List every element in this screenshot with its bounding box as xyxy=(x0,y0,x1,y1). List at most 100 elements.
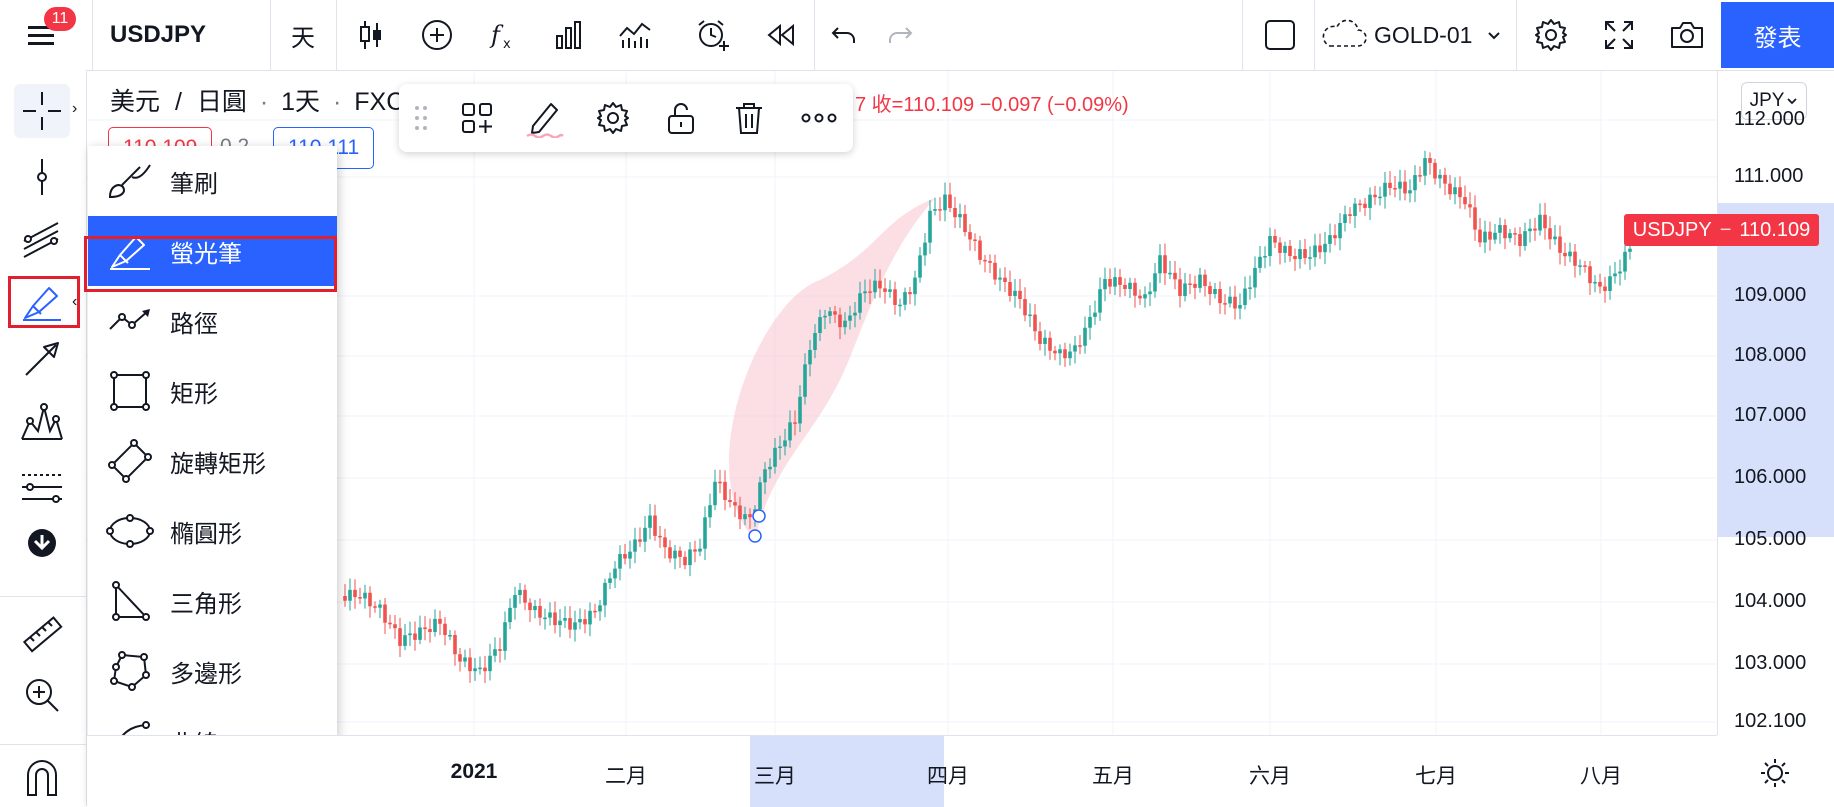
symbol-search-button[interactable]: USDJPY xyxy=(110,21,207,48)
layout-select-button[interactable] xyxy=(1250,0,1310,70)
chart-type-button[interactable] xyxy=(338,0,404,70)
cloud-icon xyxy=(1322,19,1367,47)
candle-body xyxy=(1018,290,1022,300)
menu-item-path[interactable]: 路徑 xyxy=(88,286,337,356)
menu-button[interactable] xyxy=(10,0,72,70)
chart-pane[interactable] xyxy=(87,71,1717,735)
fib-tool[interactable] xyxy=(14,212,70,266)
candle-body xyxy=(1283,245,1287,253)
quote-currency: 日圓 xyxy=(196,88,247,116)
candle-body xyxy=(1043,337,1047,344)
color-button[interactable] xyxy=(515,88,575,148)
candle-body xyxy=(978,240,982,260)
arrow-tool[interactable] xyxy=(14,332,70,386)
crosshair-icon xyxy=(23,92,61,130)
publish-button[interactable]: 發表 xyxy=(1721,2,1834,68)
candle-body xyxy=(588,610,592,625)
candle-body xyxy=(1328,235,1332,244)
menu-item-polygon[interactable]: 多邊形 xyxy=(88,636,337,706)
forecast-tool[interactable] xyxy=(14,458,70,512)
indicators-button[interactable]: f x xyxy=(470,0,536,70)
layout-name-button[interactable]: GOLD-01 xyxy=(1320,0,1510,70)
magnet-tool[interactable] xyxy=(14,750,70,804)
candle-body xyxy=(698,548,702,552)
menu-item-rotated-rectangle[interactable]: 旋轉矩形 xyxy=(88,426,337,496)
drag-handle[interactable] xyxy=(399,88,443,148)
time-axis[interactable] xyxy=(87,735,1717,807)
zoom-in-icon xyxy=(26,679,59,712)
currency-button[interactable]: JPY xyxy=(1741,82,1807,120)
candle-body xyxy=(733,502,737,506)
chart-settings-button[interactable] xyxy=(1760,758,1790,793)
candle-body xyxy=(513,595,517,608)
candle-body xyxy=(1418,175,1422,177)
menu-item-ellipse[interactable]: 橢圓形 xyxy=(88,496,337,566)
settings-button[interactable] xyxy=(1518,0,1584,70)
candle-body xyxy=(1148,291,1152,295)
line-tool[interactable] xyxy=(14,150,70,204)
candle-body xyxy=(998,277,1002,280)
candle-body xyxy=(1168,272,1172,275)
candle-body xyxy=(1138,295,1142,299)
candle-body xyxy=(903,292,907,305)
candle-body xyxy=(1073,345,1077,352)
undo-button[interactable] xyxy=(816,0,872,70)
candle-body xyxy=(1208,286,1212,295)
candle-body xyxy=(1618,271,1622,274)
candle-body xyxy=(1413,175,1417,191)
zoom-tool[interactable] xyxy=(14,668,70,722)
menu-item-highlighter[interactable]: 螢光筆 xyxy=(88,216,337,286)
magnet-icon xyxy=(27,760,57,796)
crosshair-tool[interactable] xyxy=(14,84,70,138)
collapse-arrow-icon[interactable]: ‹ xyxy=(72,293,78,310)
candle-body xyxy=(1273,236,1277,243)
menu-item-brush[interactable]: 筆刷 xyxy=(88,146,337,216)
drawing-settings-button[interactable] xyxy=(583,88,643,148)
more-options-button[interactable] xyxy=(789,88,849,148)
delete-button[interactable] xyxy=(719,88,779,148)
expand-arrow-icon[interactable]: › xyxy=(72,100,78,117)
candle-body xyxy=(1443,174,1447,184)
interval-button[interactable]: 天 xyxy=(291,24,315,52)
templates-button[interactable] xyxy=(447,88,507,148)
lock-button[interactable] xyxy=(651,88,711,148)
candle-body xyxy=(793,422,797,424)
measure-tool[interactable] xyxy=(14,608,70,662)
brush-tool-group[interactable] xyxy=(14,274,70,328)
snapshot-button[interactable] xyxy=(1654,0,1720,70)
redo-button[interactable] xyxy=(872,0,928,70)
candle-body xyxy=(1218,289,1222,304)
candle-body xyxy=(598,605,602,612)
replay-button[interactable] xyxy=(748,0,814,70)
candle-body xyxy=(873,280,877,293)
candle-body xyxy=(1598,281,1602,287)
templates-button[interactable] xyxy=(602,0,668,70)
candle-body xyxy=(553,612,557,626)
candle-body xyxy=(348,589,352,601)
menu-item-rectangle[interactable]: 矩形 xyxy=(88,356,337,426)
more-tools-button[interactable] xyxy=(14,516,70,570)
price-tick-label: 104.000 xyxy=(1734,590,1807,612)
alert-button[interactable] xyxy=(680,0,746,70)
candle-body xyxy=(493,649,497,656)
pair-slash: / xyxy=(174,88,182,116)
candle-body xyxy=(718,481,722,484)
candle-body xyxy=(1463,197,1467,205)
candle-body xyxy=(353,589,357,598)
candle-body xyxy=(458,654,462,662)
compare-button[interactable] xyxy=(404,0,470,70)
candle-body xyxy=(1173,272,1177,280)
menu-item-triangle[interactable]: 三角形 xyxy=(88,566,337,636)
pattern-tool[interactable] xyxy=(14,396,70,450)
current-price-tag: USDJPY − 110.109 xyxy=(1624,214,1819,246)
fullscreen-button[interactable] xyxy=(1586,0,1652,70)
financials-button[interactable] xyxy=(536,0,602,70)
candle-body xyxy=(863,291,867,294)
candle-body xyxy=(963,214,967,233)
price-axis[interactable] xyxy=(1717,71,1834,735)
candle-body xyxy=(888,289,892,292)
candle-body xyxy=(363,592,367,599)
highlight-box-toolbar xyxy=(8,276,80,328)
candle-body xyxy=(1143,294,1147,299)
arrow-icon xyxy=(25,342,59,376)
